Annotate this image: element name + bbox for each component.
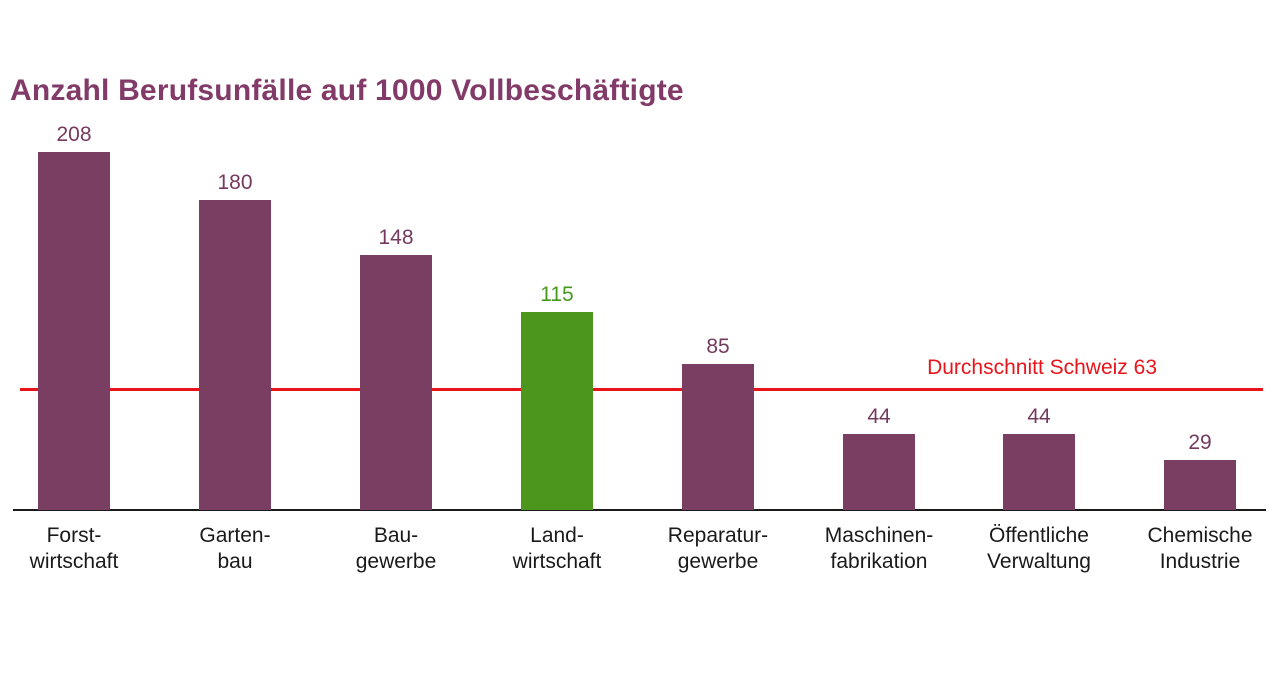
category-label-line: gewerbe: [677, 550, 759, 573]
bar-value-chemische-industrie: 29: [1188, 431, 1212, 454]
category-label-line: wirtschaft: [512, 550, 602, 573]
bar-value--ffentliche-verwaltung: 44: [1027, 405, 1051, 428]
bar-value-landwirtschaft: 115: [540, 283, 574, 306]
category-label--ffentliche-verwaltung: Öffentliche Verwaltung: [949, 523, 1129, 575]
bar-value-baugewerbe: 148: [378, 226, 414, 249]
category-label-line: Öffentliche: [988, 524, 1089, 547]
category-label-line: Land-: [530, 524, 584, 547]
bar-value-maschinenfabrikation: 44: [867, 405, 891, 428]
category-label-gartenbau: Garten-bau: [145, 523, 325, 575]
category-label-line: Forst-: [46, 524, 102, 547]
chart-title: Anzahl Berufsunfälle auf 1000 Vollbeschä…: [10, 74, 684, 107]
category-label-landwirtschaft: Land-wirtschaft: [467, 523, 647, 575]
category-label-line: Industrie: [1159, 550, 1241, 573]
category-label-line: bau: [217, 550, 253, 573]
bar-landwirtschaft: [521, 312, 593, 510]
category-label-baugewerbe: Bau-gewerbe: [306, 523, 486, 575]
category-label-line: Bau-: [373, 524, 419, 547]
bar-chemische-industrie: [1164, 460, 1236, 510]
bar-value-reparaturgewerbe: 85: [706, 335, 730, 358]
category-label-maschinenfabrikation: Maschinen-fabrikation: [789, 523, 969, 575]
category-label-line: Garten-: [199, 524, 271, 547]
bar-reparaturgewerbe: [682, 364, 754, 510]
average-line-label: Durchschnitt Schweiz 63: [927, 356, 1157, 379]
category-label-reparaturgewerbe: Reparatur-gewerbe: [628, 523, 808, 575]
category-label-line: wirtschaft: [29, 550, 119, 573]
bar-gartenbau: [199, 200, 271, 510]
category-label-line: Maschinen-: [824, 524, 934, 547]
bar-maschinenfabrikation: [843, 434, 915, 510]
category-label-line: Reparatur-: [667, 524, 769, 547]
bar--ffentliche-verwaltung: [1003, 434, 1075, 510]
bar-value-forstwirtschaft: 208: [56, 123, 92, 146]
category-label-line: Verwaltung: [987, 550, 1091, 573]
bar-value-gartenbau: 180: [217, 171, 253, 194]
x-axis-line: [13, 509, 1266, 511]
category-label-line: Chemische: [1147, 524, 1253, 547]
category-label-forstwirtschaft: Forst-wirtschaft: [0, 523, 164, 575]
category-label-line: gewerbe: [355, 550, 437, 573]
category-label-chemische-industrie: Chemische Industrie: [1110, 523, 1280, 575]
bar-baugewerbe: [360, 255, 432, 510]
bar-forstwirtschaft: [38, 152, 110, 510]
category-label-line: fabrikation: [830, 550, 928, 573]
average-line: [20, 388, 1263, 391]
